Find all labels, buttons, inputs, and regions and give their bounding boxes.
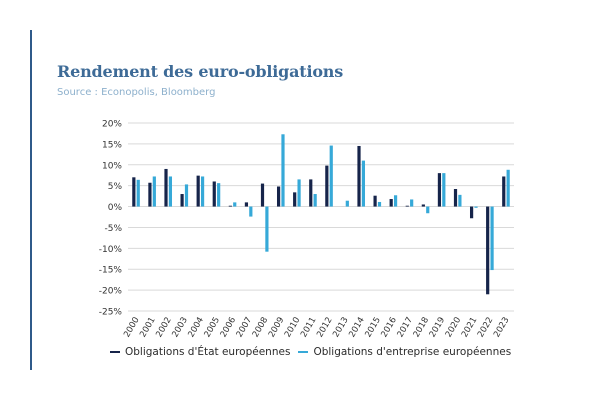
bar-corporate [217,183,221,207]
legend-label-state: Obligations d'État européennes [125,346,291,358]
y-tick-label: -20% [99,287,123,297]
chart-title: Rendement des euro-obligations [57,62,344,81]
x-tick-label: 2021 [460,316,479,340]
bar-state [405,205,409,207]
y-tick-label: 10% [102,161,122,171]
y-tick-label: -15% [99,266,123,276]
legend-label-corporate: Obligations d'entreprise européennes [313,346,512,358]
bar-state [196,175,200,207]
x-tick-label: 2011 [299,316,318,340]
bar-state [373,195,377,207]
legend-item-state: Obligations d'État européennes [110,346,290,358]
bar-state [502,176,506,207]
legend-swatch-state [110,351,120,353]
bar-state [357,145,361,207]
y-tick-label: -5% [104,224,122,234]
legend-item-corporate: Obligations d'entreprise européennes [298,346,511,358]
bar-corporate [184,184,189,207]
bar-state [453,189,458,207]
y-tick-label: 20% [102,120,122,130]
x-tick-label: 2020 [444,316,463,340]
x-tick-label: 2001 [138,316,157,340]
bar-corporate [377,201,382,207]
bar-corporate [233,202,237,207]
x-tick-label: 2015 [363,316,382,340]
x-tick-label: 2007 [235,316,254,340]
bar-state [260,183,265,207]
bar-state [293,192,297,207]
y-tick-label: 5% [108,182,123,192]
bar-corporate [474,206,478,208]
bar-corporate [249,206,253,217]
x-tick-label: 2006 [219,316,238,340]
x-tick-label: 2017 [396,316,415,340]
bar-corporate [345,200,349,207]
x-tick-label: 2013 [331,316,350,340]
bar-state [437,173,442,207]
bar-state [148,182,152,207]
x-tick-label: 2018 [412,316,431,340]
bar-corporate [313,194,317,207]
accent-bar [30,30,32,370]
bar-corporate [200,176,205,207]
bar-state [389,199,393,207]
x-tick-label: 2009 [267,316,286,340]
bar-corporate [168,176,173,207]
bar-state [132,177,136,207]
x-tick-label: 2023 [492,316,511,340]
bar-corporate [506,169,510,207]
bar-corporate [490,206,494,271]
x-tick-label: 2016 [379,316,398,340]
bar-corporate [393,195,398,207]
bar-corporate [442,173,446,207]
x-tick-label: 2004 [186,316,205,340]
bar-corporate [265,206,269,252]
chart-legend: Obligations d'État européennes Obligatio… [110,346,511,358]
x-tick-label: 2010 [283,316,302,340]
bar-corporate [458,194,462,207]
bar-state [212,181,216,207]
x-tick-label: 2003 [170,316,189,340]
bar-corporate [136,179,140,207]
bar-state [486,206,490,295]
bar-corporate [361,160,366,207]
x-tick-label: 2012 [315,316,334,340]
x-tick-label: 2019 [428,316,447,340]
chart-source: Source : Econopolis, Bloomberg [57,87,216,98]
bar-state [276,186,281,207]
bar-corporate [329,145,333,207]
x-tick-label: 2002 [154,316,173,340]
y-tick-label: 15% [102,140,122,150]
bar-corporate [297,179,301,207]
y-tick-label: -10% [99,245,123,255]
bar-corporate [152,176,156,207]
x-tick-label: 2022 [476,316,495,340]
bar-state [309,179,313,207]
x-tick-label: 2008 [251,316,270,340]
bar-state [164,168,168,207]
x-tick-label: 2014 [347,316,366,340]
x-tick-label: 2005 [203,316,222,340]
bar-state [421,204,425,207]
legend-swatch-corporate [298,351,309,353]
bar-state [325,165,329,207]
bar-state [469,206,474,219]
y-tick-label: -25% [99,308,123,318]
x-tick-label: 2000 [122,316,141,340]
bar-state [244,202,249,207]
bar-corporate [410,199,414,207]
bar-corporate [426,206,430,214]
bar-state [180,194,184,207]
y-tick-label: 0% [108,203,123,213]
bar-corporate [281,134,285,207]
bar-state [228,205,232,207]
